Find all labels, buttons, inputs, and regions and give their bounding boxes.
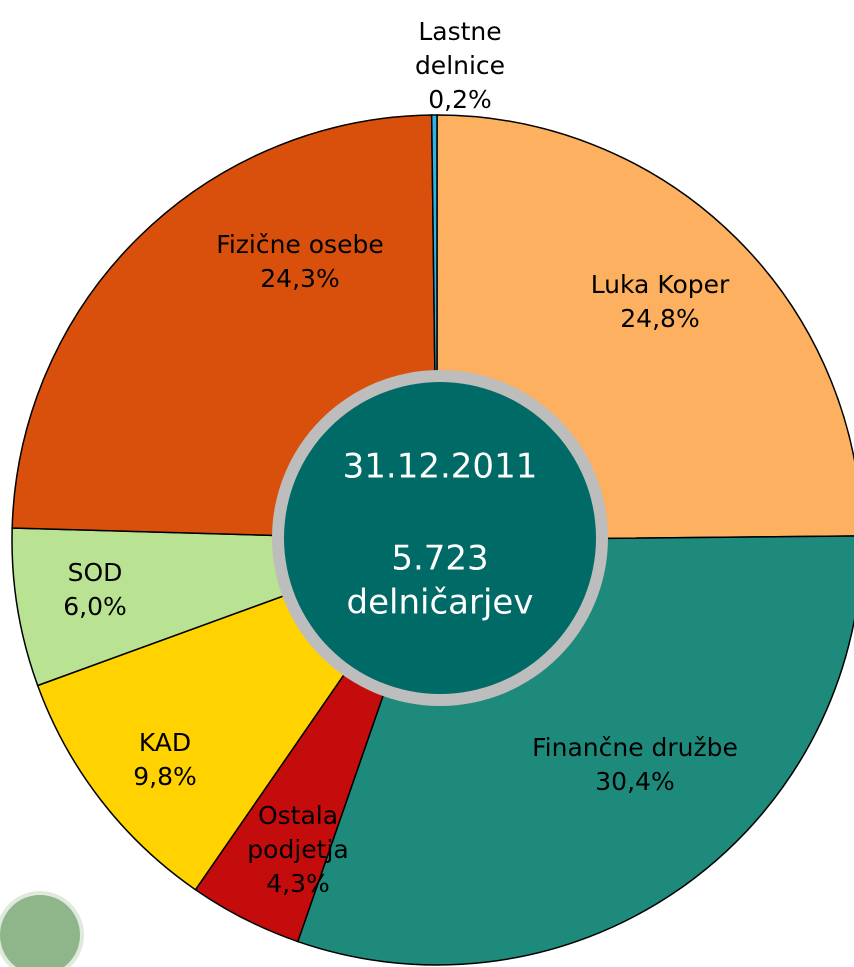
slice-label: KAD 9,8% (90, 726, 240, 794)
slice-label: Luka Koper 24,8% (560, 268, 760, 336)
category-name: KAD (138, 728, 192, 757)
category-name: Ostala podjetja (247, 801, 349, 864)
value-label: 4,3% (266, 869, 330, 898)
center-unit: delničarjev (347, 583, 534, 623)
value-label: 24,3% (260, 264, 340, 293)
value-label: 0,2% (428, 85, 492, 114)
category-name: Fizične osebe (216, 230, 384, 259)
slice-label: SOD 6,0% (20, 556, 170, 624)
category-name: Lastne delnice (414, 17, 506, 80)
slice-label: Fizične osebe 24,3% (175, 228, 425, 296)
slice-label: Lastne delnice 0,2% (405, 15, 515, 117)
category-name: SOD (67, 558, 123, 587)
category-name: Finančne družbe (532, 733, 738, 762)
logo (0, 891, 84, 967)
category-name: Luka Koper (590, 270, 730, 299)
value-label: 30,4% (595, 767, 675, 796)
center-count: 5.723 (391, 539, 488, 579)
value-label: 6,0% (63, 592, 127, 621)
slice-label: Finančne družbe 30,4% (485, 731, 785, 799)
slice-label: Ostala podjetja 4,3% (243, 799, 353, 901)
value-label: 24,8% (620, 304, 700, 333)
center-date: 31.12.2011 (343, 447, 538, 487)
value-label: 9,8% (133, 762, 197, 791)
center-disc (284, 382, 596, 694)
